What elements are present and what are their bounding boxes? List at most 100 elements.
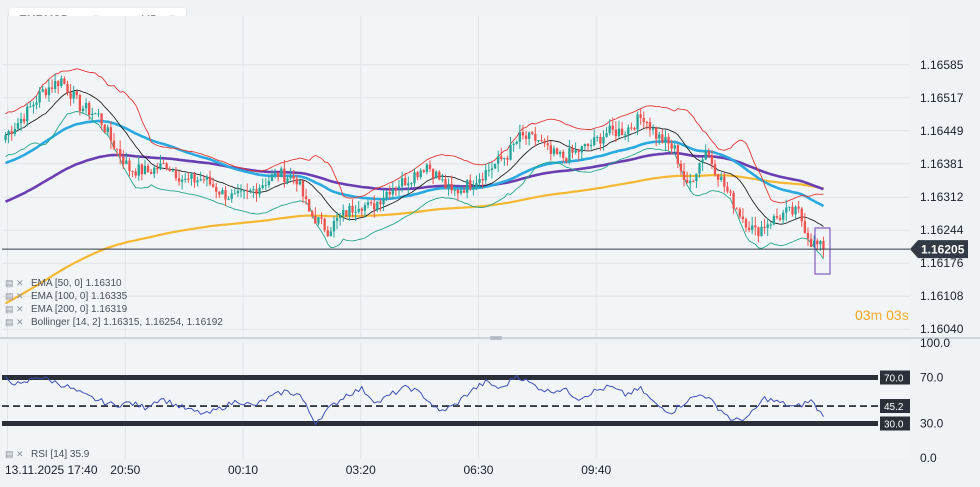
candle-body [794, 206, 797, 215]
candle-body [91, 113, 94, 116]
candle-body [44, 89, 48, 96]
legend-icons: ▤ ✕ [5, 317, 24, 327]
candle-body [413, 172, 416, 184]
candle-body [304, 196, 308, 200]
candle-body [125, 160, 128, 165]
candle-body [239, 190, 243, 192]
candle-body [555, 148, 559, 154]
rsi-level-label-bg [880, 370, 910, 385]
candle-body [242, 190, 246, 192]
candle-body [577, 150, 580, 153]
candle-body [53, 81, 57, 89]
candle-body [527, 132, 531, 139]
candle-body [394, 188, 398, 190]
candle-body [822, 241, 825, 250]
candle-body [72, 91, 75, 99]
candle-body [642, 117, 645, 123]
candle-body [459, 190, 463, 194]
candle-body [701, 159, 704, 163]
legend-icons: ▤ ✕ [5, 304, 24, 314]
candle-body [763, 226, 766, 228]
candle-body [193, 174, 196, 183]
candle-body [345, 210, 348, 217]
candle-body [314, 216, 317, 224]
time-axis-tick: 20:50 [110, 463, 140, 477]
candle-body [41, 89, 44, 92]
candle-body [128, 160, 131, 172]
candle-body [679, 163, 683, 172]
candle-body [611, 125, 614, 130]
rsi-level-label-bg [880, 399, 910, 414]
candle-body [435, 171, 438, 179]
candle-body [713, 164, 717, 175]
legend-entry: EMA [50, 0] 1.16310 [31, 278, 122, 289]
current-price-label: 1.16205 [921, 243, 965, 257]
candle-body [168, 169, 171, 171]
candle-body [453, 189, 456, 191]
candle-body [450, 183, 453, 191]
candle-body [664, 136, 667, 143]
price-axis-tick: 1.16244 [920, 223, 964, 237]
candle-body [140, 164, 144, 175]
candle-body [465, 180, 469, 193]
countdown-minutes-unit: m [870, 307, 883, 323]
candle-body [13, 128, 17, 134]
candle-body [781, 212, 785, 220]
candle-body [462, 190, 466, 193]
candle-body [391, 188, 394, 195]
legend-entry: EMA [100, 0] 1.16335 [31, 291, 128, 302]
candle-body [162, 163, 165, 165]
candle-body [639, 114, 642, 118]
candle-body [184, 178, 187, 180]
price-axis-tick: 1.16381 [920, 157, 964, 171]
candle-body [351, 205, 354, 213]
candle-body [744, 219, 748, 228]
candle-body [692, 181, 695, 183]
candle-body [484, 170, 487, 181]
countdown-seconds: 03 [886, 307, 902, 323]
candle-body [425, 164, 429, 172]
candle-body [115, 148, 119, 150]
candle-body [388, 191, 391, 195]
candle-body [636, 114, 639, 130]
candle-body [283, 168, 286, 183]
candle-body [444, 179, 447, 189]
candle-body [654, 128, 658, 139]
candle-body [47, 87, 51, 96]
candle-body [738, 209, 741, 217]
candle-body [630, 127, 633, 129]
candle-body [221, 190, 224, 195]
candle-body [552, 148, 556, 154]
candle-body [605, 133, 608, 137]
candle-body [149, 171, 153, 174]
candle-body [785, 207, 788, 213]
candle-body [438, 171, 441, 180]
candle-body [373, 203, 376, 210]
candle-body [778, 217, 782, 220]
candle-body [661, 134, 664, 143]
rsi-legend-entry: RSI [14] 35.9 [31, 449, 90, 460]
current-price-label-bg [910, 240, 968, 259]
candle-body [196, 180, 199, 183]
candle-body [760, 226, 763, 237]
legend-icons: ▤ ✕ [5, 278, 24, 288]
candle-body [342, 210, 345, 216]
candle-body [617, 128, 621, 137]
candle-body [66, 83, 69, 93]
candle-body [685, 179, 689, 184]
candle-body [512, 143, 515, 145]
bollinger-middle-line [5, 89, 824, 227]
bollinger-lower-line [5, 111, 824, 260]
candle-body [264, 185, 267, 187]
candle-body [50, 87, 54, 89]
candle-body [441, 179, 444, 181]
pane-resize-handle[interactable] [490, 336, 502, 340]
candle-body [546, 143, 549, 146]
candle-body [19, 118, 23, 123]
candle-body [119, 149, 122, 157]
candle-body [252, 189, 255, 191]
candle-body [137, 164, 140, 176]
rsi-axis-tick: 0.0 [920, 451, 937, 465]
candle-body [298, 180, 302, 185]
